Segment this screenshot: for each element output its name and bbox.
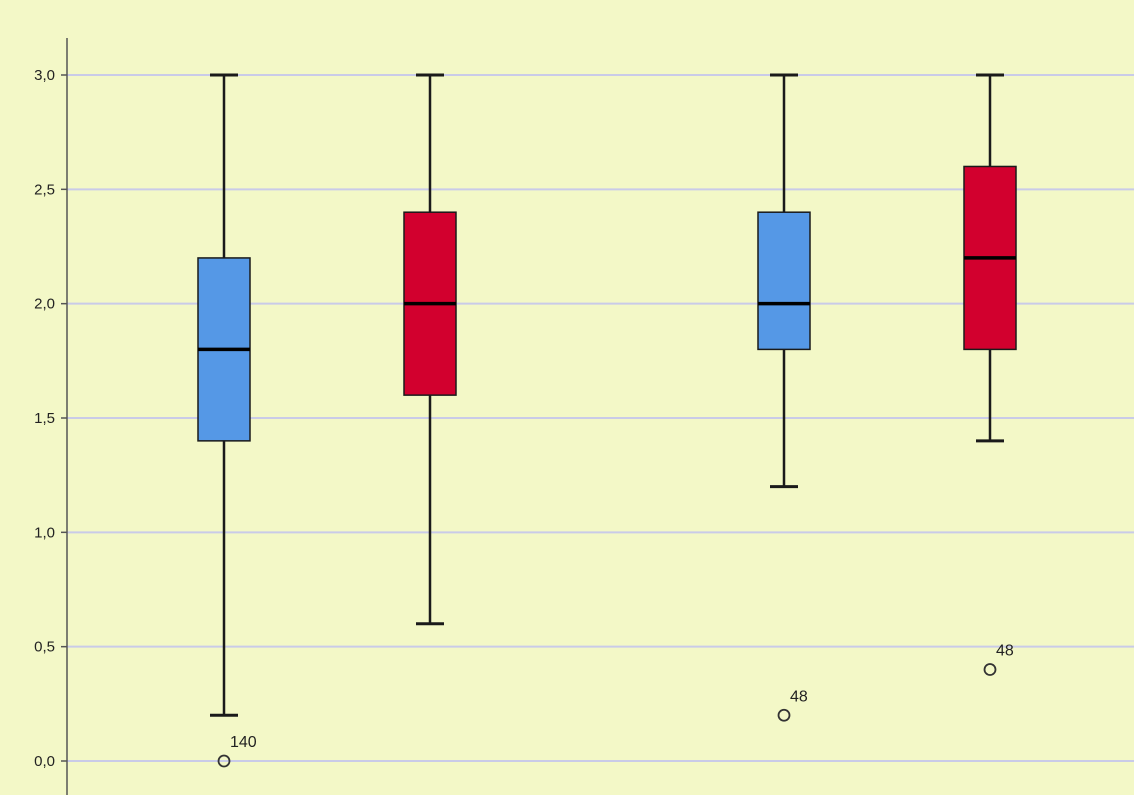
y-tick-label-0: 0,0	[34, 753, 55, 770]
box-3: 48	[757, 73, 811, 722]
boxes: 140 48 48	[197, 73, 1017, 768]
outlier-label: 48	[790, 688, 808, 705]
box-2	[403, 73, 457, 626]
y-tick-label-4: 2,0	[34, 296, 55, 313]
outlier-point	[983, 663, 997, 676]
y-tick-label-5: 2,5	[34, 181, 55, 198]
box-4: 48	[963, 73, 1017, 676]
outlier-point	[777, 708, 791, 722]
box-1: 140	[197, 73, 257, 768]
iqr-box	[757, 211, 811, 351]
outlier-point	[217, 754, 231, 768]
outlier-label: 48	[996, 643, 1014, 660]
outlier-label: 140	[230, 734, 257, 751]
y-tick-label-1: 0,5	[34, 639, 55, 656]
y-tick-label-6: 3,0	[34, 67, 55, 84]
y-axis: 0,0 0,5 1,0 1,5 2,0 2,5 3,0	[34, 38, 68, 795]
y-tick-label-3: 1,5	[34, 410, 55, 427]
y-tick-label-2: 1,0	[34, 524, 55, 541]
